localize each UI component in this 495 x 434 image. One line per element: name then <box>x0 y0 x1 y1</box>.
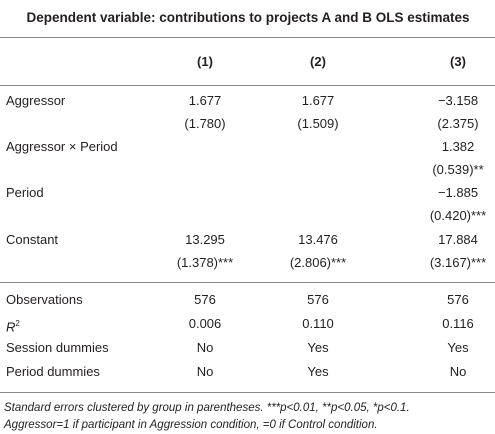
rule <box>0 37 495 38</box>
std-error: (0.539)** <box>432 162 484 177</box>
stat-value: 576 <box>307 292 329 307</box>
std-error: (2.806)*** <box>289 255 347 270</box>
footnote: Standard errors clustered by group in pa… <box>4 402 410 414</box>
estimate: 17.884 <box>438 232 478 247</box>
estimate: 1.677 <box>301 93 335 108</box>
rule <box>0 282 495 283</box>
label-text: Session dummies <box>6 340 109 355</box>
estimate: 13.476 <box>298 232 338 247</box>
row-label: Constant <box>6 232 59 247</box>
estimate: −3.158 <box>437 93 479 108</box>
std-error: (3.167)*** <box>429 255 487 270</box>
estimate: 1.382 <box>441 139 475 154</box>
row-label: R2 <box>6 316 20 335</box>
std-error: (2.375) <box>437 116 479 131</box>
row-label: Aggressor × Period <box>6 139 118 154</box>
stat-value: No <box>449 364 467 379</box>
column-header: (2) <box>310 54 326 69</box>
estimate: −1.885 <box>437 185 479 200</box>
column-header: (1) <box>197 54 213 69</box>
std-error: (0.420)*** <box>429 208 487 223</box>
row-label: Aggressor <box>6 93 66 108</box>
label-text: Period dummies <box>6 364 100 379</box>
row-label: Period dummies <box>6 364 100 380</box>
stat-value: Yes <box>447 340 469 355</box>
row-label: Observations <box>6 292 83 308</box>
stat-value: Yes <box>307 364 329 379</box>
std-error: (1.378)*** <box>176 255 234 270</box>
stat-value: 576 <box>194 292 216 307</box>
std-error: (1.780) <box>184 116 226 131</box>
column-header: (3) <box>450 54 466 69</box>
std-error: (1.509) <box>297 116 339 131</box>
estimate: 13.295 <box>185 232 225 247</box>
stat-value: 0.006 <box>188 316 222 331</box>
stat-value: No <box>196 364 214 379</box>
rule <box>0 85 495 86</box>
stat-value: 0.116 <box>442 316 474 331</box>
stat-value: No <box>196 340 214 355</box>
label-text: Observations <box>6 292 83 307</box>
table-title: Dependent variable: contributions to pro… <box>26 10 470 25</box>
superscript: 2 <box>15 319 20 328</box>
stat-value: Yes <box>307 340 329 355</box>
estimate: 1.677 <box>188 93 222 108</box>
stat-value: 576 <box>447 292 469 307</box>
label-text: R <box>6 319 16 335</box>
footnote: Aggressor=1 if participant in Aggression… <box>4 419 378 431</box>
rule <box>0 392 495 393</box>
row-label: Period <box>6 185 44 200</box>
stat-value: 0.110 <box>302 316 334 331</box>
row-label: Session dummies <box>6 340 109 356</box>
